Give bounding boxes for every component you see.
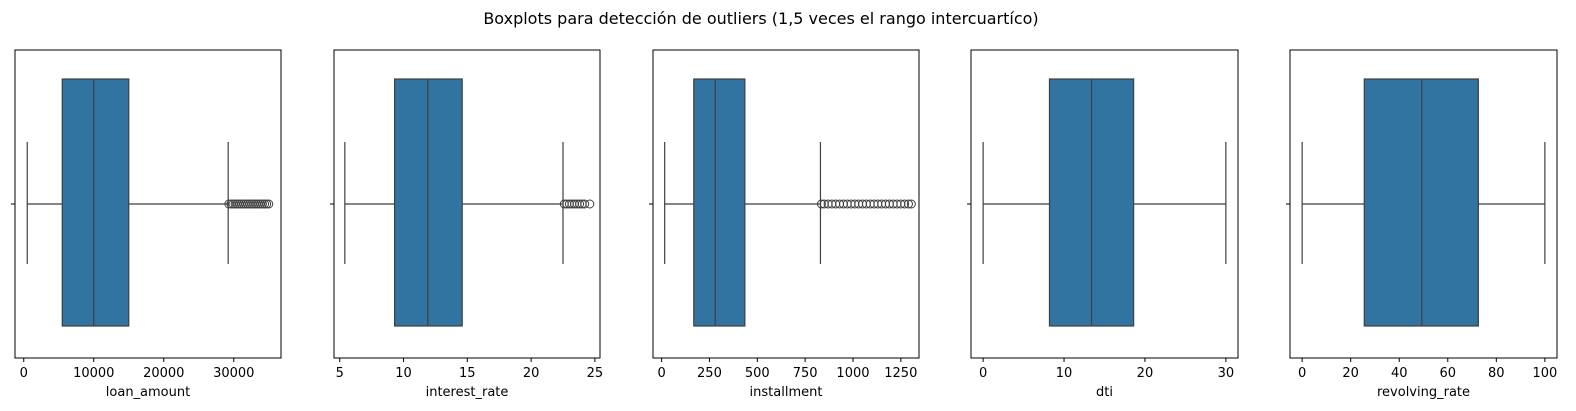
x-tick-label: 10 xyxy=(395,366,412,381)
x-tick-label: 15 xyxy=(459,366,476,381)
outlier-point xyxy=(900,199,910,209)
x-tick-label: 40 xyxy=(1391,366,1408,381)
x-tick-label: 10000 xyxy=(73,366,114,381)
outlier-point xyxy=(575,199,585,209)
x-tick-label: 10 xyxy=(1056,366,1073,381)
iqr-box xyxy=(693,78,746,327)
x-axis-label: dti xyxy=(1096,385,1113,400)
x-tick-label: 0 xyxy=(1298,366,1306,381)
boxplot-panel-revolving-rate: 0 20 40 60 80 100 revolving_rate xyxy=(1286,49,1558,400)
outlier-point xyxy=(580,199,590,209)
x-axis-label: loan_amount xyxy=(106,385,190,400)
x-tick-label: 750 xyxy=(793,366,818,381)
outlier-point xyxy=(262,199,272,209)
x-tick-label: 20 xyxy=(1137,366,1154,381)
x-tick-label: 30000 xyxy=(213,366,254,381)
x-axis-label: interest_rate xyxy=(426,385,509,400)
x-tick-label: 100 xyxy=(1532,366,1557,381)
x-tick-label: 1000 xyxy=(836,366,869,381)
iqr-box xyxy=(61,78,130,327)
outlier-point xyxy=(257,199,267,209)
x-tick-label: 80 xyxy=(1488,366,1505,381)
x-tick-label: 250 xyxy=(697,366,722,381)
outlier-point xyxy=(906,199,916,209)
x-tick-label: 1250 xyxy=(884,366,917,381)
x-tick-label: 0 xyxy=(979,366,987,381)
x-axis-label: installment xyxy=(750,385,823,400)
boxplot-panel-dti: 0 10 20 30 dti xyxy=(967,49,1239,400)
figure-title: Boxplots para detección de outliers (1,5… xyxy=(483,9,1038,28)
x-tick-label: 0 xyxy=(657,366,665,381)
x-tick-label: 5 xyxy=(336,366,344,381)
iqr-box xyxy=(393,78,463,327)
x-tick-label: 20 xyxy=(1342,366,1359,381)
x-tick-label: 60 xyxy=(1439,366,1456,381)
x-tick-label: 20000 xyxy=(143,366,184,381)
outlier-point xyxy=(903,199,913,209)
x-tick-label: 0 xyxy=(20,366,28,381)
x-tick-label: 25 xyxy=(587,366,604,381)
boxplot-panel-installment: 0 250 500 750 1000 1250 installment xyxy=(649,49,920,400)
x-tick-label: 20 xyxy=(523,366,540,381)
outlier-point xyxy=(585,199,595,209)
x-axis-label: revolving_rate xyxy=(1377,385,1470,400)
outlier-point xyxy=(264,199,274,209)
outlier-point xyxy=(260,199,270,209)
x-tick-label: 30 xyxy=(1218,366,1235,381)
boxplot-panel-interest-rate: 5 10 15 20 25 interest_rate xyxy=(330,49,604,400)
x-tick-label: 500 xyxy=(745,366,770,381)
boxplot-panel-loan-amount: 0 10000 20000 30000 loan_amount xyxy=(11,49,282,400)
outlier-point xyxy=(816,199,826,209)
